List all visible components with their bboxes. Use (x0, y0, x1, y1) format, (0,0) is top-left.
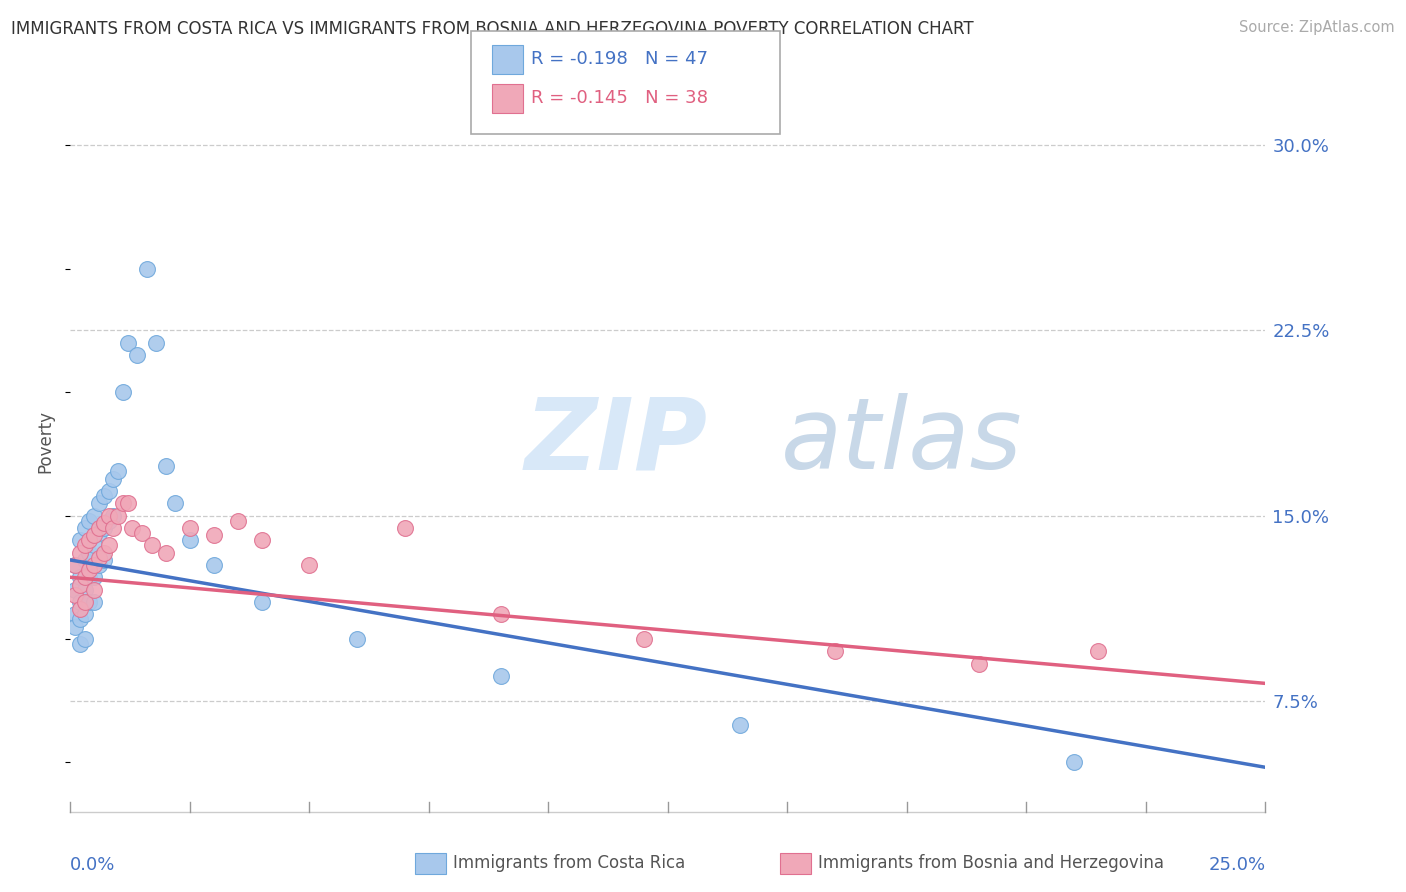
Point (69, 612, 91, 626)
Point (103, 521, 125, 535)
Point (131, 525, 153, 540)
Text: 25.0%: 25.0% (1208, 856, 1265, 874)
Point (117, 496, 139, 510)
Point (73, 553, 96, 567)
Point (87, 525, 110, 540)
Point (79, 570, 101, 584)
Point (165, 496, 187, 510)
Point (135, 261, 157, 276)
Point (69, 533, 91, 548)
Point (63, 620, 86, 634)
Point (73, 582, 96, 597)
Point (63, 607, 86, 622)
Point (179, 521, 201, 535)
Point (73, 595, 96, 609)
Point (97, 508, 120, 523)
Point (79, 514, 101, 528)
Point (63, 588, 86, 602)
Point (79, 533, 101, 548)
Point (226, 514, 249, 528)
Text: Immigrants from Costa Rica: Immigrants from Costa Rica (453, 855, 685, 872)
Point (73, 538, 96, 552)
Point (97, 538, 120, 552)
Text: IMMIGRANTS FROM COSTA RICA VS IMMIGRANTS FROM BOSNIA AND HERZEGOVINA POVERTY COR: IMMIGRANTS FROM COSTA RICA VS IMMIGRANTS… (11, 20, 974, 37)
Point (93, 521, 115, 535)
Point (111, 496, 134, 510)
Point (69, 546, 91, 560)
Point (155, 459, 177, 474)
Point (83, 538, 105, 552)
Text: 0.0%: 0.0% (70, 856, 115, 874)
Point (83, 508, 105, 523)
Point (93, 489, 115, 503)
Point (73, 570, 96, 584)
Point (69, 602, 91, 616)
Point (93, 516, 115, 530)
Point (69, 577, 91, 591)
Point (489, 607, 512, 622)
Text: Source: ZipAtlas.com: Source: ZipAtlas.com (1239, 20, 1395, 35)
Point (141, 538, 163, 552)
Text: Immigrants from Bosnia and Herzegovina: Immigrants from Bosnia and Herzegovina (818, 855, 1164, 872)
Point (83, 595, 105, 609)
Point (202, 528, 225, 542)
Point (107, 508, 129, 523)
Point (87, 550, 110, 565)
Point (1087, 644, 1109, 658)
Point (83, 528, 105, 542)
Point (346, 632, 368, 646)
Text: atlas: atlas (782, 393, 1024, 490)
Point (728, 718, 751, 732)
Point (69, 570, 91, 584)
Text: ZIP: ZIP (524, 393, 707, 490)
Point (202, 558, 225, 572)
Point (73, 521, 96, 535)
Point (87, 496, 110, 510)
Point (93, 553, 115, 567)
Point (63, 582, 86, 597)
Point (250, 533, 273, 548)
Point (93, 546, 115, 560)
Point (107, 464, 129, 478)
Point (97, 483, 120, 498)
Point (121, 521, 143, 535)
Point (79, 595, 101, 609)
Point (155, 546, 177, 560)
Point (117, 335, 139, 350)
Point (103, 472, 125, 486)
Point (79, 563, 101, 577)
Point (250, 595, 273, 609)
Point (87, 521, 110, 535)
Point (83, 582, 105, 597)
Point (111, 385, 134, 400)
Point (967, 657, 990, 671)
Point (79, 546, 101, 560)
Point (83, 570, 105, 584)
Point (83, 558, 105, 572)
Point (69, 637, 91, 651)
Point (489, 669, 512, 683)
Point (298, 558, 321, 572)
Y-axis label: Poverty: Poverty (37, 410, 55, 473)
Point (87, 558, 110, 572)
Point (1063, 756, 1085, 770)
Point (97, 514, 120, 528)
Point (69, 595, 91, 609)
Point (73, 632, 96, 646)
Point (63, 558, 86, 572)
Point (73, 607, 96, 622)
Point (633, 632, 655, 646)
Text: R = -0.198   N = 47: R = -0.198 N = 47 (531, 50, 709, 68)
Point (103, 508, 125, 523)
Point (145, 335, 167, 350)
Point (179, 533, 201, 548)
Point (824, 644, 846, 658)
Text: R = -0.145   N = 38: R = -0.145 N = 38 (531, 89, 709, 107)
Point (127, 348, 149, 362)
Point (394, 521, 416, 535)
Point (63, 558, 86, 572)
